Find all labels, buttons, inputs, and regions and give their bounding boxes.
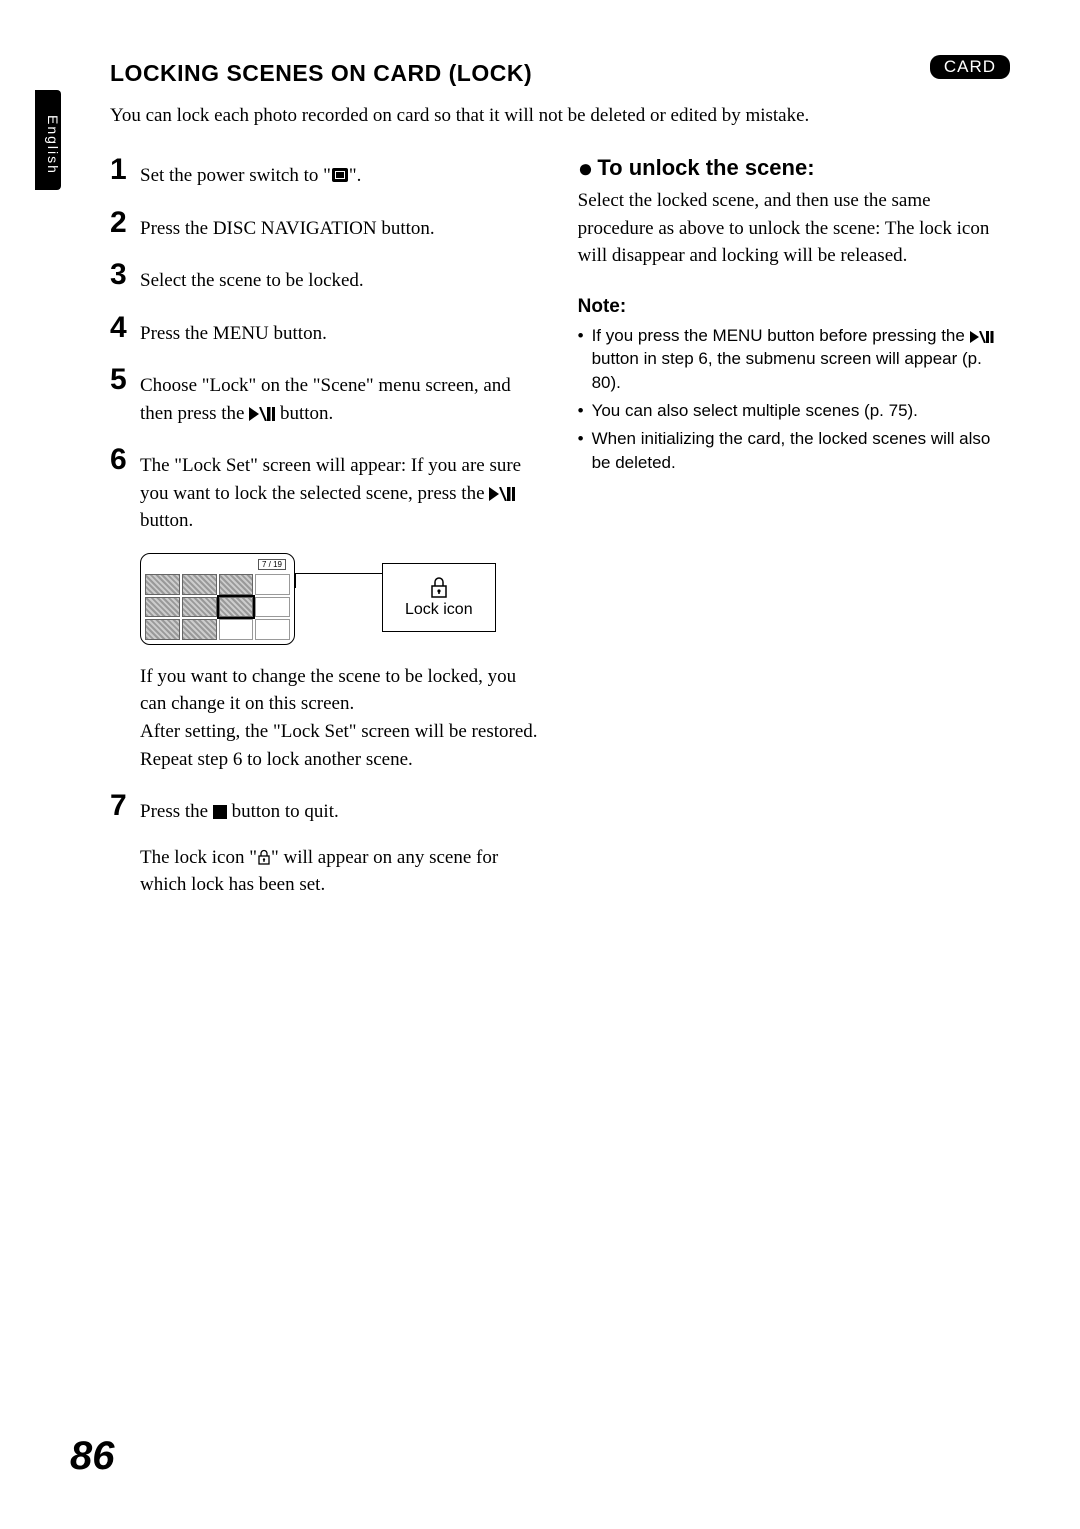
heading-text: To unlock the scene:	[597, 155, 814, 181]
callout-label: Lock icon	[405, 601, 473, 618]
play-pause-icon	[970, 331, 994, 343]
step-4: 4 Press the MENU button.	[110, 313, 538, 348]
section-title: LOCKING SCENES ON CARD (LOCK)	[110, 60, 1010, 87]
step-text: Press the DISC NAVIGATION button.	[140, 208, 435, 243]
stop-icon	[213, 805, 227, 819]
text: When initializing the card, the locked s…	[592, 427, 1010, 475]
note-item: You can also select multiple scenes (p. …	[578, 399, 1010, 423]
text: button.	[140, 510, 193, 531]
step-text: Select the scene to be locked.	[140, 260, 364, 295]
note-item: When initializing the card, the locked s…	[578, 427, 1010, 475]
step-number: 6	[110, 445, 132, 475]
step-6-followup: If you want to change the scene to be lo…	[140, 663, 538, 773]
unlock-heading: ● To unlock the scene:	[578, 155, 1010, 181]
bullet-icon: ●	[578, 155, 594, 181]
step-number: 4	[110, 313, 132, 343]
step-1: 1 Set the power switch to " ".	[110, 155, 538, 190]
callout-line	[295, 573, 383, 574]
step-2: 2 Press the DISC NAVIGATION button.	[110, 208, 538, 243]
step-text: Set the power switch to " ".	[140, 155, 361, 190]
play-pause-icon	[489, 487, 515, 501]
note-item: If you press the MENU button before pres…	[578, 324, 1010, 395]
text: If you press the MENU button before pres…	[592, 326, 970, 345]
text: button to quit.	[227, 801, 339, 822]
step-7-followup: The lock icon "" will appear on any scen…	[140, 844, 538, 899]
card-mode-icon	[331, 167, 349, 183]
left-column: 1 Set the power switch to " ". 2 Press th…	[110, 155, 538, 917]
lock-icon-callout: Lock icon	[382, 563, 496, 632]
diagram-screen: 7 / 19	[140, 553, 295, 645]
right-column: ● To unlock the scene: Select the locked…	[578, 155, 1010, 917]
note-heading: Note:	[578, 296, 1010, 318]
step-5: 5 Choose "Lock" on the "Scene" menu scre…	[110, 365, 538, 427]
play-pause-icon	[249, 407, 275, 421]
step-number: 7	[110, 791, 132, 821]
step-number: 3	[110, 260, 132, 290]
step-6: 6 The "Lock Set" screen will appear: If …	[110, 445, 538, 535]
step-text: Press the button to quit.	[140, 791, 339, 826]
text: You can also select multiple scenes (p. …	[592, 399, 918, 423]
text: If you want to change the scene to be lo…	[140, 666, 516, 715]
lock-set-diagram: 7 / 19 Lock icon	[140, 553, 538, 645]
text: button in step 6, the submenu screen wil…	[592, 349, 982, 392]
text: Set the power switch to "	[140, 165, 331, 186]
step-text: Choose "Lock" on the "Scene" menu screen…	[140, 365, 538, 427]
step-7: 7 Press the button to quit.	[110, 791, 538, 826]
lock-icon	[429, 576, 449, 598]
text: button.	[275, 403, 333, 424]
lock-icon	[257, 849, 271, 865]
step-number: 1	[110, 155, 132, 185]
scene-counter: 7 / 19	[258, 559, 286, 570]
step-text: Press the MENU button.	[140, 313, 327, 348]
text: The lock icon "	[140, 847, 257, 868]
card-badge: CARD	[930, 55, 1010, 79]
text: Repeat step 6 to lock another scene.	[140, 749, 413, 770]
text: ".	[349, 165, 362, 186]
language-tab: English	[35, 90, 61, 190]
note-list: If you press the MENU button before pres…	[578, 324, 1010, 475]
text: The "Lock Set" screen will appear: If yo…	[140, 455, 521, 504]
text: Press the	[140, 801, 213, 822]
intro-text: You can lock each photo recorded on card…	[110, 105, 1010, 127]
page-number: 86	[70, 1434, 115, 1479]
step-number: 2	[110, 208, 132, 238]
step-text: The "Lock Set" screen will appear: If yo…	[140, 445, 538, 535]
unlock-paragraph: Select the locked scene, and then use th…	[578, 187, 1010, 270]
text: After setting, the "Lock Set" screen wil…	[140, 721, 538, 742]
step-number: 5	[110, 365, 132, 395]
step-3: 3 Select the scene to be locked.	[110, 260, 538, 295]
